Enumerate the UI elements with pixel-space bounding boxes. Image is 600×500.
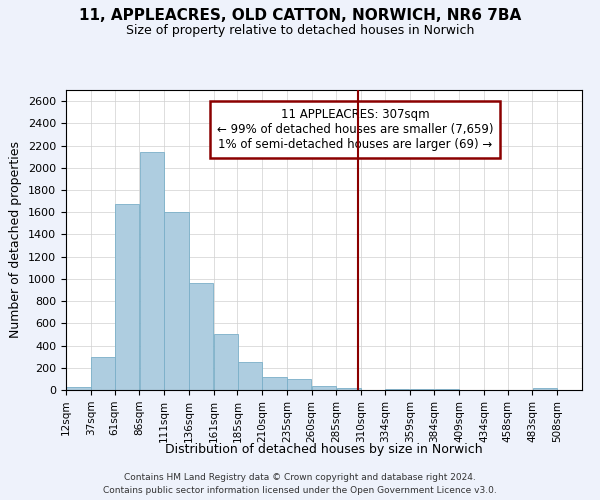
Text: 11, APPLEACRES, OLD CATTON, NORWICH, NR6 7BA: 11, APPLEACRES, OLD CATTON, NORWICH, NR6… — [79, 8, 521, 22]
Bar — [214, 334, 238, 390]
Bar — [262, 376, 287, 390]
Bar — [287, 380, 311, 390]
Bar — [164, 212, 188, 390]
Bar — [91, 357, 115, 390]
Text: 11 APPLEACRES: 307sqm
← 99% of detached houses are smaller (7,659)
1% of semi-de: 11 APPLEACRES: 307sqm ← 99% of detached … — [217, 108, 493, 151]
Text: Size of property relative to detached houses in Norwich: Size of property relative to detached ho… — [126, 24, 474, 37]
Bar — [115, 204, 139, 390]
Text: Contains HM Land Registry data © Crown copyright and database right 2024.: Contains HM Land Registry data © Crown c… — [124, 472, 476, 482]
Text: Contains public sector information licensed under the Open Government Licence v3: Contains public sector information licen… — [103, 486, 497, 495]
Bar — [238, 362, 262, 390]
Bar — [312, 386, 336, 390]
Bar — [337, 388, 361, 390]
Bar — [533, 388, 557, 390]
Text: Distribution of detached houses by size in Norwich: Distribution of detached houses by size … — [165, 442, 483, 456]
Bar — [189, 284, 214, 390]
Bar — [66, 387, 91, 390]
Y-axis label: Number of detached properties: Number of detached properties — [10, 142, 22, 338]
Bar — [140, 152, 164, 390]
